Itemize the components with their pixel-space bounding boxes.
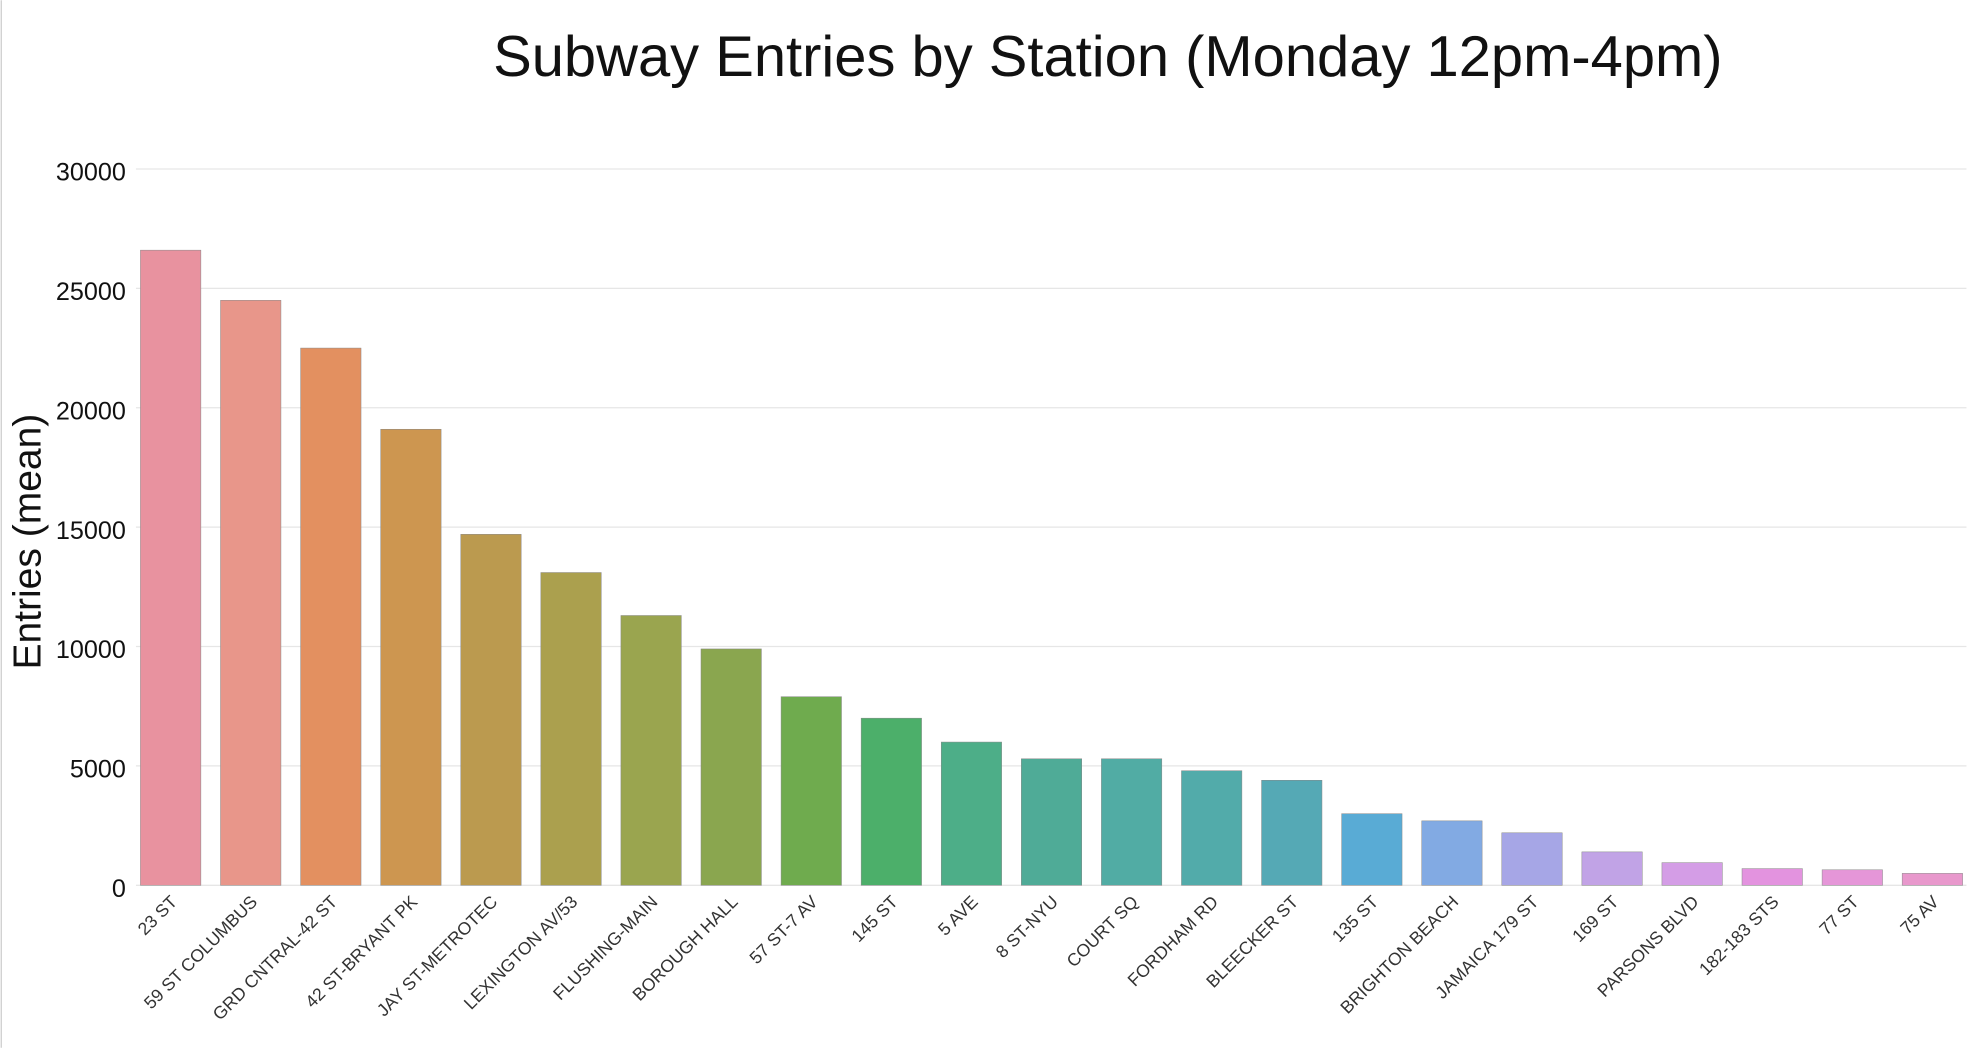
y-tick-label: 25000 [56,278,126,306]
x-tick-label: COURT SQ [1063,892,1142,971]
x-tick-label: 75 AV [1896,891,1943,938]
x-tick-label: 8 ST-NYU [992,892,1062,962]
bar [1421,820,1483,886]
bar [1821,869,1883,886]
bar [1261,779,1323,886]
bar [860,717,922,886]
bar [1901,873,1963,886]
bar [1661,862,1723,886]
y-tick-label: 20000 [56,397,126,425]
bar [940,741,1002,886]
x-tick-label: 135 ST [1328,891,1382,945]
bar [460,534,522,886]
bar [1741,868,1803,886]
x-tick-label: 57 ST-7 AV [745,891,821,967]
x-tick-label: 23 ST [134,891,182,939]
y-tick-label: 15000 [56,517,126,545]
bar [1021,758,1082,886]
x-tick-label: 77 ST [1815,891,1863,939]
bar [620,615,682,886]
y-axis-label: Entries (mean) [6,414,49,670]
y-tick-label: 10000 [56,636,126,664]
bar [220,300,282,886]
bar [380,428,442,886]
bar [1101,758,1163,886]
bar [1501,832,1563,886]
bar [540,572,602,886]
bar [300,347,362,886]
x-tick-label: 5 AVE [934,892,982,940]
bar [1581,851,1643,886]
y-tick-label: 0 [112,875,126,903]
y-tick-label: 5000 [70,756,126,784]
chart-title: Subway Entries by Station (Monday 12pm-4… [493,25,1722,89]
bar [1341,813,1403,886]
bar [780,696,842,886]
x-tick-label: 182-183 STS [1695,892,1783,980]
x-tick-label: 145 ST [847,891,901,945]
x-tick-label: 169 ST [1568,891,1622,945]
bar [700,648,762,886]
bar [1181,770,1243,886]
bar [140,249,202,886]
y-tick-label: 30000 [56,159,126,187]
